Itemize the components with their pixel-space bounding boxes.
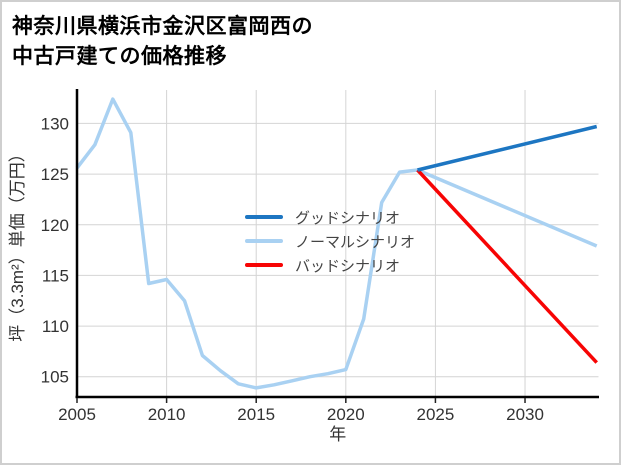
x-tick-label: 2015 <box>237 405 275 424</box>
legend-row-normal: ノーマルシナリオ <box>245 229 415 253</box>
legend-line-normal-icon <box>245 239 283 243</box>
y-axis-label: 坪（3.3m²）単価（万円） <box>8 145 27 341</box>
y-tick-label: 120 <box>41 216 69 235</box>
x-tick-label: 2030 <box>506 405 544 424</box>
series-line-bad <box>416 168 598 364</box>
legend-line-bad-icon <box>245 263 283 267</box>
chart-legend: グッドシナリオ ノーマルシナリオ バッドシナリオ <box>245 205 415 277</box>
x-tick-label: 2020 <box>327 405 365 424</box>
legend-row-bad: バッドシナリオ <box>245 253 415 277</box>
y-tick-label: 130 <box>41 114 69 133</box>
series-line-normal <box>75 97 598 390</box>
x-tick-label: 2005 <box>58 405 96 424</box>
chart-title-line2: 中古戸建ての価格推移 <box>12 45 227 68</box>
x-tick-label: 2010 <box>148 405 186 424</box>
y-tick-label: 125 <box>41 165 69 184</box>
legend-row-good: グッドシナリオ <box>245 205 415 229</box>
chart-title: 神奈川県横浜市金沢区富岡西の 中古戸建ての価格推移 <box>12 12 313 72</box>
y-tick-label: 105 <box>41 368 69 387</box>
x-axis-label: 年 <box>329 425 346 444</box>
y-tick-label: 115 <box>42 266 69 285</box>
legend-label-bad: バッドシナリオ <box>295 257 401 275</box>
legend-line-good-icon <box>245 215 283 219</box>
series-line-good <box>417 124 598 172</box>
legend-label-normal: ノーマルシナリオ <box>295 233 416 251</box>
chart-title-line1: 神奈川県横浜市金沢区富岡西の <box>12 15 313 38</box>
y-tick-label: 110 <box>42 317 69 336</box>
x-tick-label: 2025 <box>417 405 455 424</box>
legend-label-good: グッドシナリオ <box>295 209 401 227</box>
